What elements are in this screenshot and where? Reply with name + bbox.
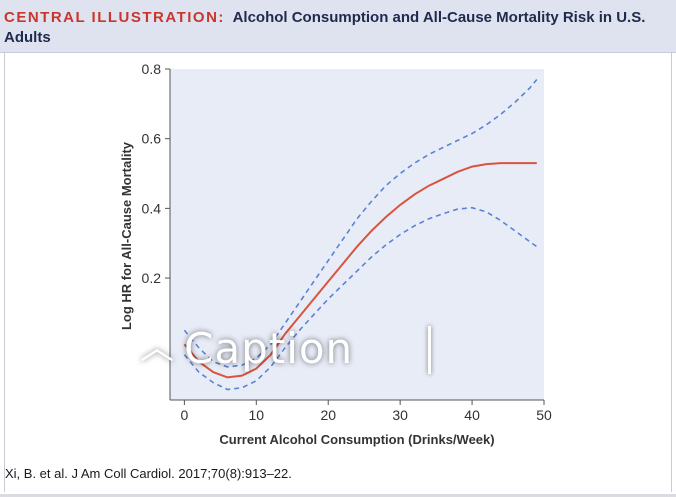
header-banner: CENTRAL ILLUSTRATION: Alcohol Consumptio… [0,0,676,53]
mortality-chart: 0 10 20 30 40 50 0.2 0.4 0.6 0.8 Current Alcohol… [119,61,552,447]
text-cursor [428,326,431,374]
y-tick-label: 0.2 [142,270,162,286]
x-tick-label: 0 [180,407,188,423]
estimate-line [183,162,537,379]
page-title: CENTRAL ILLUSTRATION: Alcohol Consumptio… [4,8,672,48]
ci-lower-line [183,206,538,391]
bottom-divider [0,494,676,497]
y-tick-label: 0.6 [142,131,162,147]
title-prefix: CENTRAL ILLUSTRATION: [4,9,225,26]
y-axis-label: Log HR for All-Cause Mortality [119,141,134,330]
caption-overlay[interactable]: ︿ Caption [140,318,353,378]
x-tick-label: 50 [536,407,552,423]
y-tick-label: 0.4 [142,200,162,216]
y-tick-label: 0.8 [142,61,162,77]
ci-upper-line [183,78,538,368]
x-tick-label: 30 [392,407,408,423]
x-axis-label: Current Alcohol Consumption (Drinks/Week… [219,432,494,447]
x-tick-label: 10 [249,407,265,423]
x-tick-label: 20 [320,407,336,423]
citation: Xi, B. et al. J Am Coll Cardiol. 2017;70… [5,466,292,481]
caption-label: Caption [184,323,354,373]
plot-area [170,69,544,400]
x-tick-label: 40 [464,407,480,423]
figure-frame [4,52,672,492]
title-text: Alcohol Consumption and All-Cause Mortal… [4,9,646,46]
chevron-up-icon[interactable]: ︿ [140,328,174,368]
